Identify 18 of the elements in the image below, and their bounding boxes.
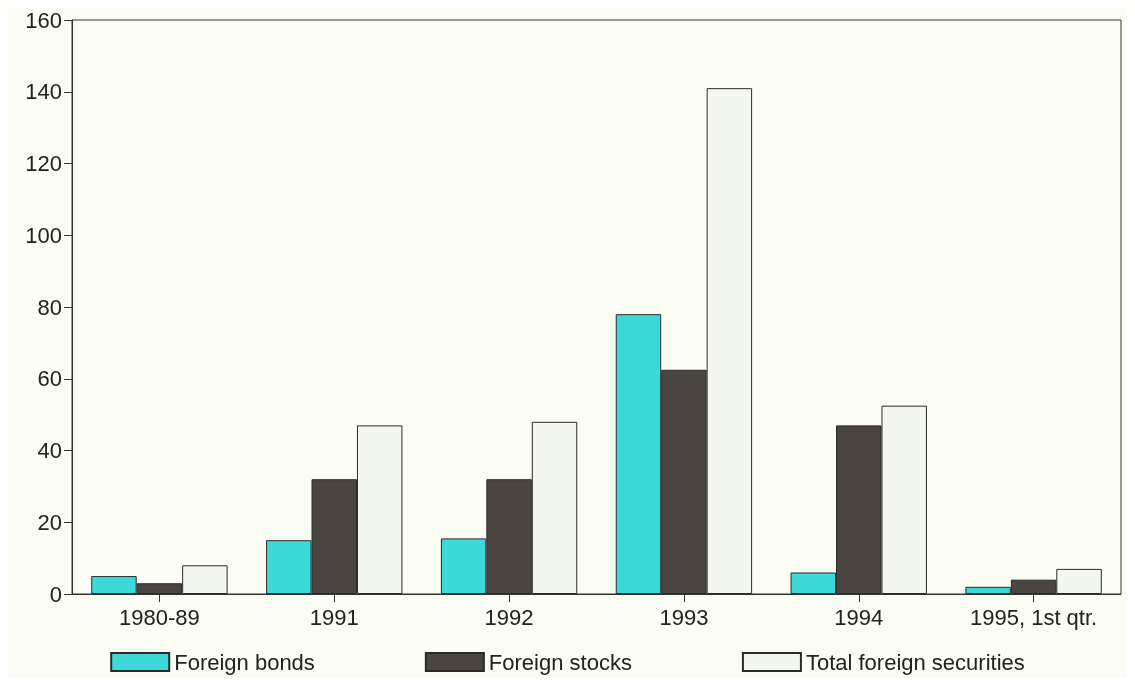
x-tick-label: 1994 [834, 604, 884, 630]
y-tick-label: 100 [25, 222, 62, 248]
y-tick-label: 80 [37, 294, 62, 320]
y-tick-label: 140 [25, 79, 62, 105]
legend-label: Total foreign securities [805, 649, 1025, 675]
legend-label: Foreign stocks [488, 649, 632, 675]
x-tick-label: 1980-89 [119, 604, 200, 630]
x-tick-label: 1993 [659, 604, 709, 630]
y-tick-label: 60 [37, 366, 62, 392]
y-tick-label: 40 [37, 438, 62, 463]
x-tick-label: 1992 [484, 604, 534, 630]
y-tick-label: 160 [25, 7, 62, 33]
y-tick-label: 120 [25, 151, 62, 176]
legend-label: Foreign bonds [174, 649, 315, 675]
y-tick-label: 20 [37, 509, 62, 535]
y-tick-label: 0 [49, 581, 62, 607]
x-tick-label: 1995, 1st qtr. [969, 604, 1098, 630]
x-tick-label: 1991 [309, 604, 359, 630]
